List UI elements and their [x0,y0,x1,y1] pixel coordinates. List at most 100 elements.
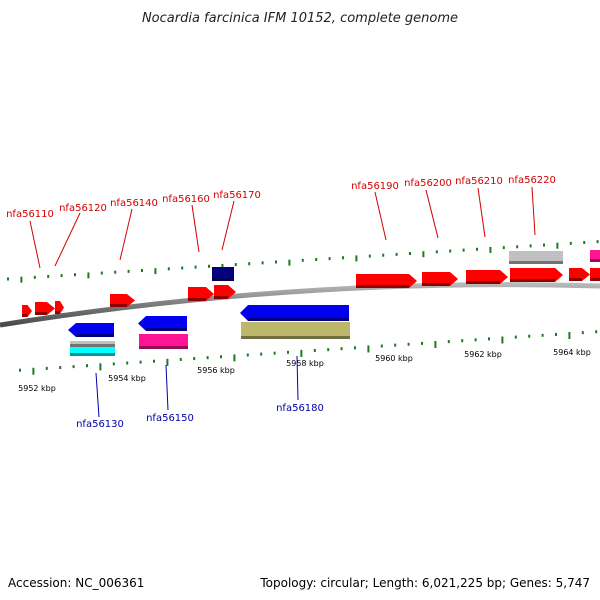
rna-gene-box[interactable] [509,251,563,264]
scale-label: 5956 kbp [197,366,235,375]
forward-gene-arrow[interactable] [188,287,214,301]
scale-labels: 5952 kbp 5954 kbp 5956 kbp 5958 kbp 5960… [18,348,591,393]
box-shadow [241,336,350,339]
callout-line [119,208,133,261]
forward-gene-arrow[interactable] [55,301,64,314]
callout-line [165,364,169,411]
arrow-body [466,270,508,284]
box-shadow [509,261,563,264]
forward-gene-arrow[interactable] [110,294,135,307]
arrow-body [68,323,114,337]
magenta-gene-box[interactable] [139,334,188,349]
arrow-body [188,287,214,301]
callout-line [296,355,299,401]
scale-label: 5960 kbp [375,354,413,363]
gene-callouts: nfa56110 nfa56120 nfa56140 nfa56160 nfa5… [6,175,556,430]
forward-gene-arrow[interactable] [356,274,417,288]
gene-label-nfa56210[interactable]: nfa56210 [455,176,503,187]
arrow-body [214,285,236,299]
arrow-shadow [510,279,555,282]
box-body [212,267,234,281]
gene-label-nfa56190[interactable]: nfa56190 [351,181,399,192]
callout-line [425,189,439,239]
arrow-shadow [55,311,60,314]
box-body [70,347,115,356]
arrow-shadow [466,281,500,284]
arrow-body [110,294,135,307]
arrow-body [422,272,458,286]
box-body [139,334,188,349]
box-shadow [70,353,115,356]
box-shadow [70,344,115,347]
arrow-shadow [76,334,114,337]
accession-text: Accession: NC_006361 [8,576,144,590]
arrow-shadow [22,314,28,317]
box-shadow [212,278,234,281]
cyan-gene-box[interactable] [70,347,115,356]
callout-line [191,204,200,253]
arrow-shadow [422,283,450,286]
arrow-shadow [35,312,47,315]
rna-gene-box[interactable] [70,341,115,347]
box-body [509,251,563,264]
scale-label: 5958 kbp [286,359,324,368]
callout-line [29,220,41,269]
magenta-gene-box[interactable] [590,250,600,262]
arrow-body [138,316,187,331]
gene-label-nfa56150[interactable]: nfa56150 [146,413,194,424]
callout-line [95,372,100,418]
forward-gene-arrow[interactable] [35,302,55,315]
arrow-body [510,268,563,282]
scale-label: 5952 kbp [18,384,56,393]
reverse-gene-arrow[interactable] [68,323,114,337]
scale-ticks [7,240,599,375]
callout-line [531,186,536,236]
scale-label: 5962 kbp [464,350,502,359]
forward-gene-box[interactable] [590,268,600,281]
gene-label-nfa56170[interactable]: nfa56170 [213,190,261,201]
gene-label-nfa56160[interactable]: nfa56160 [162,194,210,205]
reverse-gene-arrow[interactable] [240,305,349,321]
olive-gene-box[interactable] [241,322,350,339]
arrow-shadow [214,296,228,299]
forward-gene-arrow[interactable] [466,270,508,284]
reverse-gene-arrow[interactable] [138,316,187,331]
forward-gene-arrow[interactable] [510,268,563,282]
callout-line [477,187,486,238]
box-shadow [139,346,188,349]
scale-label: 5954 kbp [108,374,146,383]
callout-line [374,191,387,241]
arrow-shadow [248,318,349,321]
box-shadow [590,278,600,281]
topology-text: Topology: circular; Length: 6,021,225 bp… [259,576,590,590]
arrow-body [55,301,64,314]
forward-gene-arrow[interactable] [569,268,590,281]
arrow-shadow [110,304,127,307]
forward-gene-arrow[interactable] [22,305,32,317]
gene-label-nfa56130[interactable]: nfa56130 [76,419,124,430]
gene-features [22,250,600,356]
arrow-body [569,268,590,281]
gene-label-nfa56140[interactable]: nfa56140 [110,198,158,209]
callout-line [54,212,81,267]
map-title: Nocardia farcinica IFM 10152, complete g… [142,11,458,26]
forward-gene-box[interactable] [212,267,234,281]
genome-backbone [0,282,600,328]
scale-label: 5964 kbp [553,348,591,357]
arrow-shadow [146,328,187,331]
gene-label-nfa56180[interactable]: nfa56180 [276,403,324,414]
box-body [590,250,600,262]
callout-line [221,200,235,251]
box-body [590,268,600,281]
arrow-body [35,302,55,315]
arrow-shadow [188,298,206,301]
box-body [241,322,350,339]
gene-label-nfa56120[interactable]: nfa56120 [59,203,107,214]
gene-label-nfa56110[interactable]: nfa56110 [6,209,54,220]
forward-gene-arrow[interactable] [214,285,236,299]
arrow-body [240,305,349,321]
gene-label-nfa56220[interactable]: nfa56220 [508,175,556,186]
forward-gene-arrow[interactable] [422,272,458,286]
gene-label-nfa56200[interactable]: nfa56200 [404,178,452,189]
